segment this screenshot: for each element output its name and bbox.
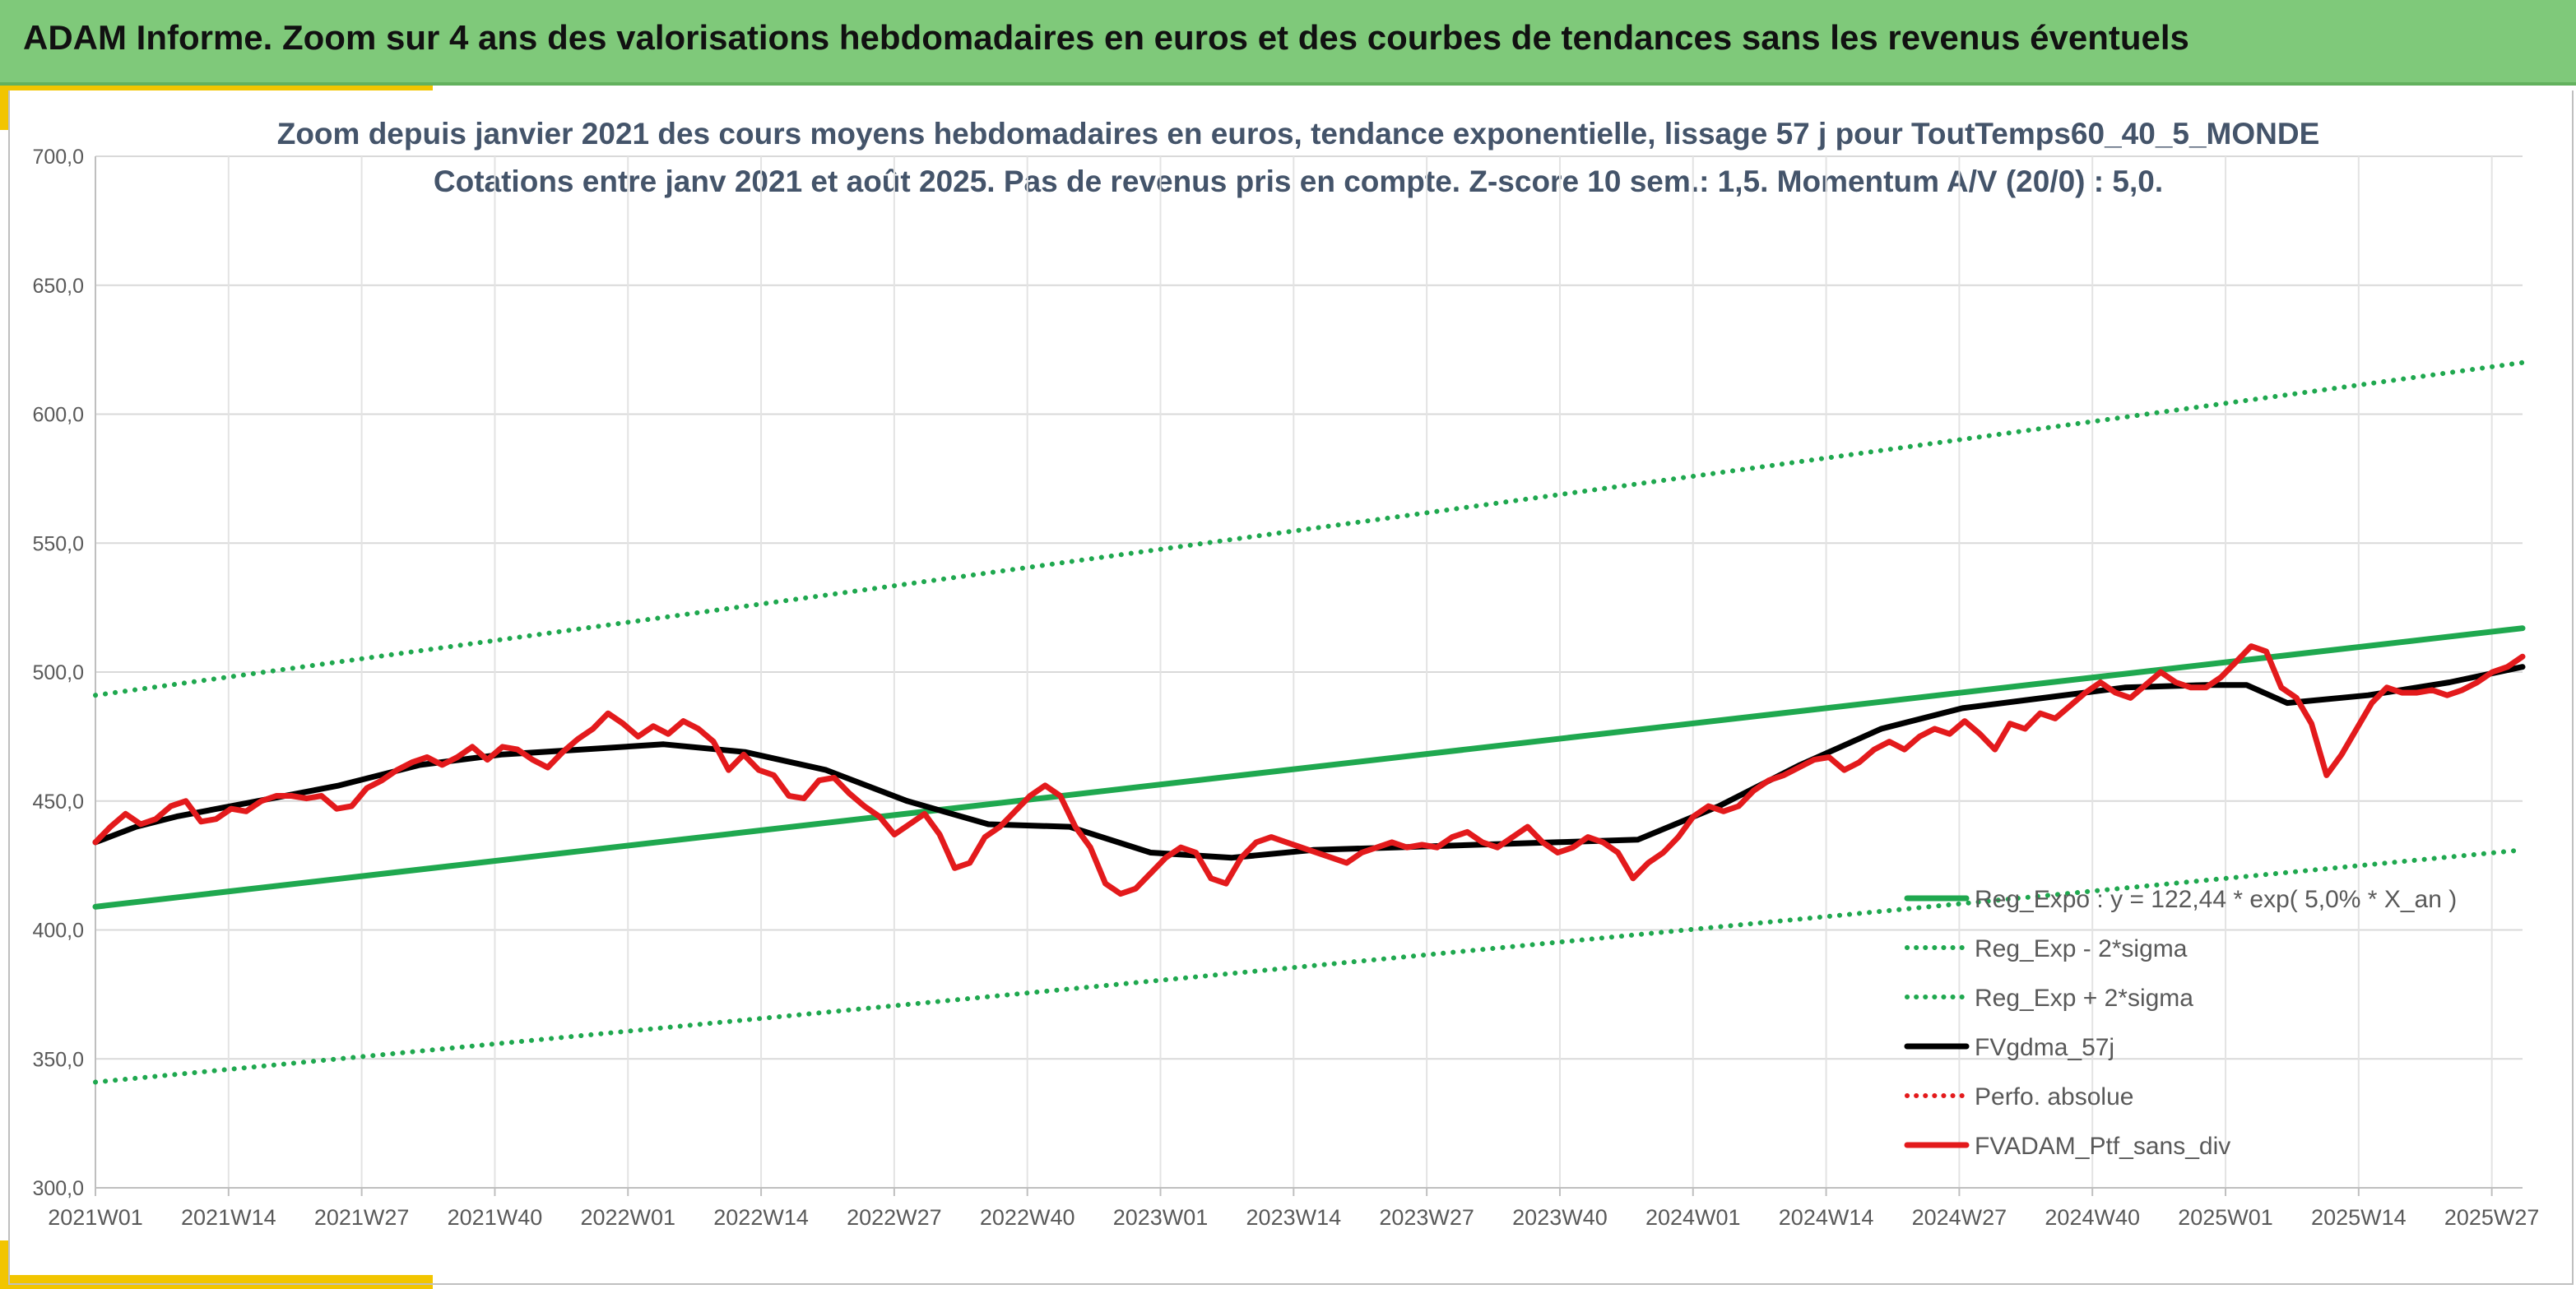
x-tick-label: 2022W27 <box>847 1205 942 1230</box>
y-tick-label: 600,0 <box>32 404 84 427</box>
y-tick-label: 400,0 <box>32 920 84 943</box>
y-tick-label: 300,0 <box>32 1177 84 1200</box>
accent-stripe-top <box>0 86 433 90</box>
y-tick-label: 350,0 <box>32 1048 84 1071</box>
legend-label-4: Perfo. absolue <box>1975 1083 2133 1110</box>
legend-label-2: Reg_Exp + 2*sigma <box>1975 985 2193 1012</box>
series-line-3 <box>92 664 2526 861</box>
x-tick-label: 2024W27 <box>1912 1205 2007 1230</box>
legend-label-3: FVgdma_57j <box>1975 1034 2114 1061</box>
accent-stripe-left <box>0 86 8 130</box>
x-tick-label: 2023W14 <box>1246 1205 1342 1230</box>
x-tick-label: 2021W01 <box>48 1205 143 1230</box>
x-tick-label: 2021W40 <box>448 1205 543 1230</box>
header-bar: ADAM Informe. Zoom sur 4 ans des valoris… <box>0 0 2576 86</box>
accent-stripe-bottom <box>0 1275 433 1289</box>
accent-stripe-bottom-left <box>0 1240 8 1289</box>
x-tick-label: 2024W14 <box>1779 1205 1874 1230</box>
x-axis: 2021W01 2021W14 2021W27 2021W40 2022W01 2022W… <box>48 1187 2540 1230</box>
x-tick-label: 2022W01 <box>580 1205 675 1230</box>
x-tick-label: 2022W14 <box>713 1205 809 1230</box>
legend-label-0: Reg_Expo : y = 122,44 * exp( 5,0% * X_an… <box>1975 886 2457 913</box>
y-tick-label: 550,0 <box>32 532 84 555</box>
series-line-1 <box>93 847 2525 1085</box>
x-tick-label: 2022W40 <box>980 1205 1075 1230</box>
y-tick-label: 500,0 <box>32 661 84 684</box>
series-line-5 <box>92 643 2526 897</box>
series-line-0 <box>92 625 2526 910</box>
x-tick-label: 2021W14 <box>181 1205 276 1230</box>
chart-frame <box>8 90 2574 1285</box>
series-line-2 <box>93 359 2525 698</box>
y-tick-label: 650,0 <box>32 275 84 298</box>
y-tick-label: 700,0 <box>32 146 84 169</box>
x-tick-label: 2023W40 <box>1512 1205 1608 1230</box>
legend-label-1: Reg_Exp - 2*sigma <box>1975 935 2188 962</box>
legend: Reg_Expo : y = 122,44 * exp( 5,0% * X_an… <box>1904 886 2457 1160</box>
y-axis: 300,0 350,0 400,0 450,0 500,0 550,0 600,0 650,0… <box>32 146 96 1200</box>
series-layer <box>92 359 2526 1085</box>
x-tick-label: 2021W27 <box>314 1205 410 1230</box>
chart-title: Zoom depuis janvier 2021 des cours moyen… <box>277 117 2320 151</box>
x-tick-label: 2024W40 <box>2045 1205 2140 1230</box>
page-title: ADAM Informe. Zoom sur 4 ans des valoris… <box>23 18 2189 57</box>
x-tick-label: 2025W27 <box>2444 1205 2540 1230</box>
legend-label-5: FVADAM_Ptf_sans_div <box>1975 1133 2230 1160</box>
chart-subtitle: Cotations entre janv 2021 et août 2025. … <box>434 165 2163 198</box>
x-tick-label: 2023W01 <box>1113 1205 1209 1230</box>
x-tick-label: 2025W14 <box>2311 1205 2407 1230</box>
x-tick-label: 2023W27 <box>1379 1205 1474 1230</box>
x-tick-label: 2025W01 <box>2178 1205 2273 1230</box>
x-tick-label: 2024W01 <box>1645 1205 1741 1230</box>
y-tick-label: 450,0 <box>32 791 84 814</box>
